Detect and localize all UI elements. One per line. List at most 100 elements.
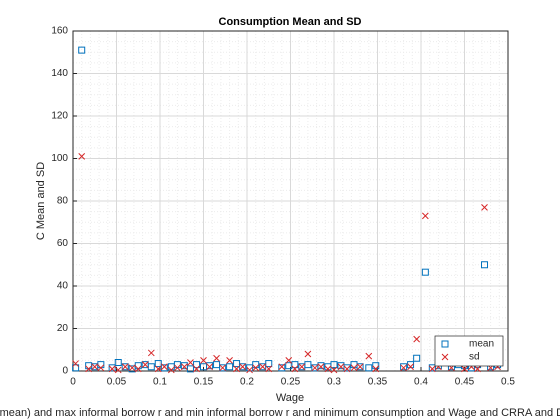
y-tick-label: 20 <box>57 323 69 334</box>
x-marker <box>252 364 260 372</box>
square-marker <box>219 364 227 372</box>
y-tick-label: 100 <box>51 153 68 164</box>
x-marker <box>311 364 319 372</box>
x-marker <box>400 364 407 372</box>
square-marker <box>481 261 489 269</box>
square-marker <box>78 46 86 54</box>
square-marker <box>343 364 351 372</box>
x-marker <box>337 363 345 371</box>
x-marker <box>428 365 436 373</box>
square-marker <box>291 361 299 369</box>
square-marker <box>193 361 201 369</box>
x-marker <box>167 366 175 374</box>
x-marker <box>85 365 93 373</box>
legend-marker <box>441 353 449 361</box>
square-marker <box>108 364 116 372</box>
x-tick-label: 0.3 <box>327 377 341 388</box>
square-marker <box>206 362 214 370</box>
x-tick-label: 0.4 <box>414 377 428 388</box>
x-marker <box>365 352 373 360</box>
x-marker <box>147 349 155 357</box>
x-marker <box>206 363 213 371</box>
square-marker <box>400 363 408 371</box>
square-marker <box>421 268 429 276</box>
x-tick-label: 0.15 <box>194 377 214 388</box>
square-marker <box>317 362 325 370</box>
x-tick-label: 0.45 <box>455 377 475 388</box>
x-marker <box>421 212 429 220</box>
x-marker <box>141 361 149 368</box>
x-marker <box>304 350 312 358</box>
x-marker <box>187 359 194 366</box>
y-tick-label: 80 <box>57 196 69 207</box>
x-tick-label: 0.1 <box>153 377 167 388</box>
x-marker <box>407 363 414 371</box>
square-marker <box>121 363 129 371</box>
x-marker <box>134 365 142 373</box>
x-marker <box>72 360 79 367</box>
x-marker <box>474 365 481 373</box>
square-marker <box>304 361 312 369</box>
x-marker <box>200 357 207 364</box>
square-marker <box>265 360 273 368</box>
x-marker <box>413 335 421 343</box>
x-tick-label: 0.35 <box>368 377 388 388</box>
legend-label: sd <box>469 352 480 363</box>
y-axis-label: C Mean and SD <box>35 162 47 240</box>
square-marker <box>160 364 168 372</box>
x-marker <box>298 363 306 371</box>
x-marker <box>481 204 488 211</box>
square-marker <box>330 361 338 369</box>
x-marker <box>91 363 99 371</box>
x-marker <box>278 363 286 371</box>
y-tick-label: 120 <box>51 111 68 122</box>
legend: mean sd <box>434 335 504 367</box>
square-marker <box>72 364 80 372</box>
chart-title: Consumption Mean and SD <box>219 16 362 28</box>
y-tick-label: 60 <box>57 238 69 249</box>
square-marker <box>407 361 415 369</box>
square-marker <box>239 363 247 371</box>
x-marker <box>372 365 380 373</box>
x-marker <box>330 366 338 374</box>
axes-box <box>72 30 509 372</box>
x-tick-label: 0.5 <box>501 377 515 388</box>
y-tick-label: 0 <box>62 366 68 377</box>
x-marker <box>350 364 358 372</box>
square-marker <box>114 359 122 366</box>
y-tick-label: 160 <box>51 26 68 37</box>
x-marker <box>356 363 364 371</box>
y-tick-label: 140 <box>51 68 68 79</box>
x-marker <box>121 363 129 371</box>
x-tick-label: 0 <box>70 377 76 388</box>
square-marker <box>186 365 194 373</box>
x-marker <box>226 357 233 364</box>
x-marker <box>219 364 226 372</box>
x-marker <box>174 364 181 372</box>
y-tick-label: 40 <box>57 281 69 292</box>
square-marker <box>365 364 373 372</box>
x-marker <box>239 363 247 371</box>
square-marker <box>278 364 286 372</box>
legend-marker <box>441 340 449 348</box>
x-marker <box>108 365 116 373</box>
x-marker <box>259 363 267 371</box>
x-marker <box>160 363 168 371</box>
x-marker <box>291 365 299 373</box>
square-marker <box>226 363 234 371</box>
x-marker <box>285 357 293 364</box>
x-marker <box>114 366 122 374</box>
x-marker <box>97 364 105 372</box>
x-marker <box>154 365 162 373</box>
x-tick-label: 0.25 <box>281 377 301 388</box>
square-marker <box>356 363 364 371</box>
x-marker <box>78 153 86 160</box>
x-marker <box>324 365 332 373</box>
x-axis-label: Wage <box>276 392 304 404</box>
x-tick-label: 0.2 <box>240 377 254 388</box>
x-marker <box>317 363 325 371</box>
x-marker <box>233 365 240 373</box>
x-marker <box>265 365 273 373</box>
square-marker <box>154 360 162 368</box>
